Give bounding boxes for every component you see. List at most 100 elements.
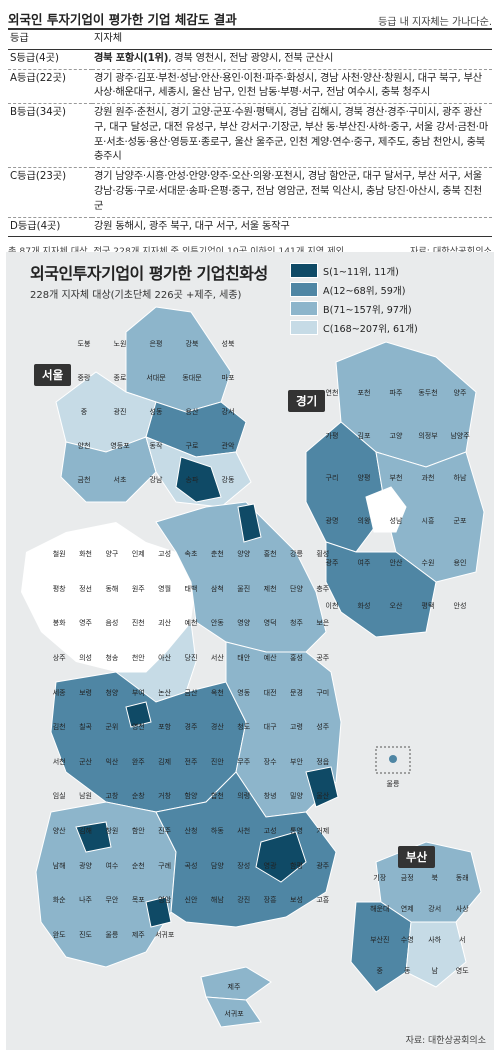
place-label-main: 김천 (52, 723, 66, 732)
place-label-main: 봉화 (52, 619, 66, 628)
place-label-busan: 수영 (400, 936, 414, 945)
gwangyang-highlight (145, 896, 172, 928)
place-label-busan: 동 (404, 967, 411, 976)
map-title: 외국인투자기업이 평가한 기업친화성 (30, 264, 268, 283)
legend-label-b: B(71~157위, 97개) (323, 304, 412, 316)
place-label-main: 서산 (210, 654, 224, 663)
place-label-main: 삼척 (210, 584, 224, 593)
place-label-gyeonggi: 의왕 (357, 516, 371, 525)
place-label-main: 칠곡 (79, 723, 92, 732)
place-label-main: 군위 (105, 723, 119, 732)
place-label-main: 하동 (210, 826, 224, 835)
north-korea-blank-area (21, 522, 196, 672)
place-label-busan: 강서 (428, 904, 442, 913)
gyeonggi-inset-label: 경기 (288, 390, 326, 412)
place-label-main: 충주 (316, 584, 330, 593)
place-label-main: 예산 (263, 654, 277, 663)
place-label-gyeonggi: 광주 (325, 559, 339, 568)
place-label-main: 정선 (79, 584, 92, 593)
col-header-grade: 등급 (8, 30, 92, 50)
place-label-busan: 금정 (400, 873, 414, 882)
place-label-seoul: 은평 (149, 340, 163, 348)
seogwipo-south (205, 996, 262, 1028)
place-label-busan: 영도 (455, 967, 469, 976)
place-label-main: 익산 (105, 757, 119, 766)
place-label-busan: 중 (376, 967, 383, 976)
place-label-main: 장수 (263, 757, 277, 766)
place-label-main: 장흥 (263, 896, 277, 905)
place-label-gyeonggi: 양평 (357, 474, 371, 483)
korea-map (21, 306, 485, 1028)
ulleung-label: 울릉 (386, 780, 400, 788)
place-label-main: 진안 (210, 757, 224, 766)
place-label-gyeonggi: 오산 (389, 601, 403, 610)
place-label-main: 논산 (158, 688, 172, 697)
place-label-main: 영주 (79, 619, 92, 628)
table-row: A등급(22곳) 경기 광주·김포·부천·성남·안산·용인·이천·파주·화성시,… (8, 69, 492, 105)
place-label-main: 서귀포 (154, 930, 175, 939)
legend-swatch-b (290, 301, 318, 316)
place-label-busan: 해운대 (370, 904, 390, 913)
place-label-main: 동해 (105, 584, 119, 593)
grade-cell: D등급(4곳) (8, 217, 92, 238)
place-label-seoul: 구로 (185, 442, 199, 450)
place-label-main: 임실 (52, 792, 66, 801)
place-label-main: 춘천 (210, 550, 224, 559)
seoul-district-north (125, 306, 232, 413)
place-label-gyeonggi: 하남 (453, 474, 467, 483)
map-source: 자료: 대한상공회의소 (405, 1036, 486, 1046)
grade-cell: B등급(34곳) (8, 103, 92, 169)
place-label-seoul: 노원 (113, 340, 127, 348)
place-label-main: 고창 (105, 792, 119, 801)
place-label-main: 영천 (131, 723, 145, 732)
place-label-gyeonggi: 이천 (325, 601, 339, 610)
place-label-main: 합천 (210, 792, 224, 801)
place-label-seoul: 관악 (221, 442, 235, 450)
place-label-gyeonggi: 동두천 (418, 389, 438, 398)
place-label-gyeonggi: 과천 (421, 474, 435, 483)
place-label-busan: 동래 (455, 873, 469, 882)
busan-inset-label: 부산 (398, 846, 436, 868)
legend-label-c: C(168~207위, 61개) (323, 323, 418, 335)
sort-note: 등급 내 지자체는 가나다순. (378, 17, 492, 28)
place-label-main: 김제 (158, 757, 172, 766)
gyeonggi-inset-map (305, 341, 485, 638)
table-header-row: 등급 지자체 (8, 30, 492, 50)
place-label-main: 청도 (237, 723, 251, 732)
place-label-main: 성주 (316, 723, 330, 732)
place-label-seoul: 양천 (77, 442, 91, 450)
place-label-main: 고흥 (316, 896, 330, 905)
place-label-gyeonggi: 성남 (389, 516, 403, 525)
place-label-main: 군산 (79, 757, 92, 766)
busan-west (350, 901, 412, 993)
place-label-gyeonggi: 가평 (325, 431, 339, 440)
place-label-main: 여수 (105, 861, 119, 870)
place-label-busan: 사하 (428, 936, 442, 945)
place-label-seoul: 마포 (221, 374, 235, 382)
place-label-main: 완주 (131, 757, 145, 766)
place-label-gyeonggi: 연천 (325, 389, 339, 398)
place-label-main: 천안 (131, 654, 145, 663)
place-label-busan: 북 (431, 873, 438, 882)
place-label-main: 무주 (237, 757, 251, 766)
place-label-main: 고성 (158, 550, 172, 559)
place-label-gyeonggi: 구리 (325, 474, 339, 483)
place-label-main: 경산 (210, 723, 224, 732)
place-label-main: 태안 (237, 654, 251, 663)
place-label-main: 해남 (210, 896, 224, 905)
table-row: S등급(4곳) 경북 포항시(1위), 경북 영천시, 전남 광양시, 전북 군… (8, 49, 492, 70)
place-label-main: 남원 (79, 792, 92, 801)
place-label-main: 경주 (184, 723, 198, 732)
place-label-seoul: 동대문 (182, 374, 202, 382)
map-legend: S(1~11위, 11개) A(12~68위, 59개) B(71~157위, … (290, 262, 418, 338)
place-label-main: 아산 (158, 654, 172, 663)
place-label-main: 단양 (290, 584, 303, 593)
place-label-main: 순천 (131, 861, 145, 870)
place-label-main: 광양 (79, 861, 92, 870)
place-label-main: 양구 (105, 550, 119, 559)
place-label-seoul: 강서 (221, 408, 235, 416)
place-label-seoul: 중랑 (77, 374, 91, 382)
place-label-main: 대구 (263, 723, 277, 732)
local-cell: 강원 원주·춘천시, 경기 고양·군포·수원·평택시, 경남 김해시, 경북 경… (92, 103, 492, 169)
place-label-gyeonggi: 부천 (389, 474, 403, 483)
